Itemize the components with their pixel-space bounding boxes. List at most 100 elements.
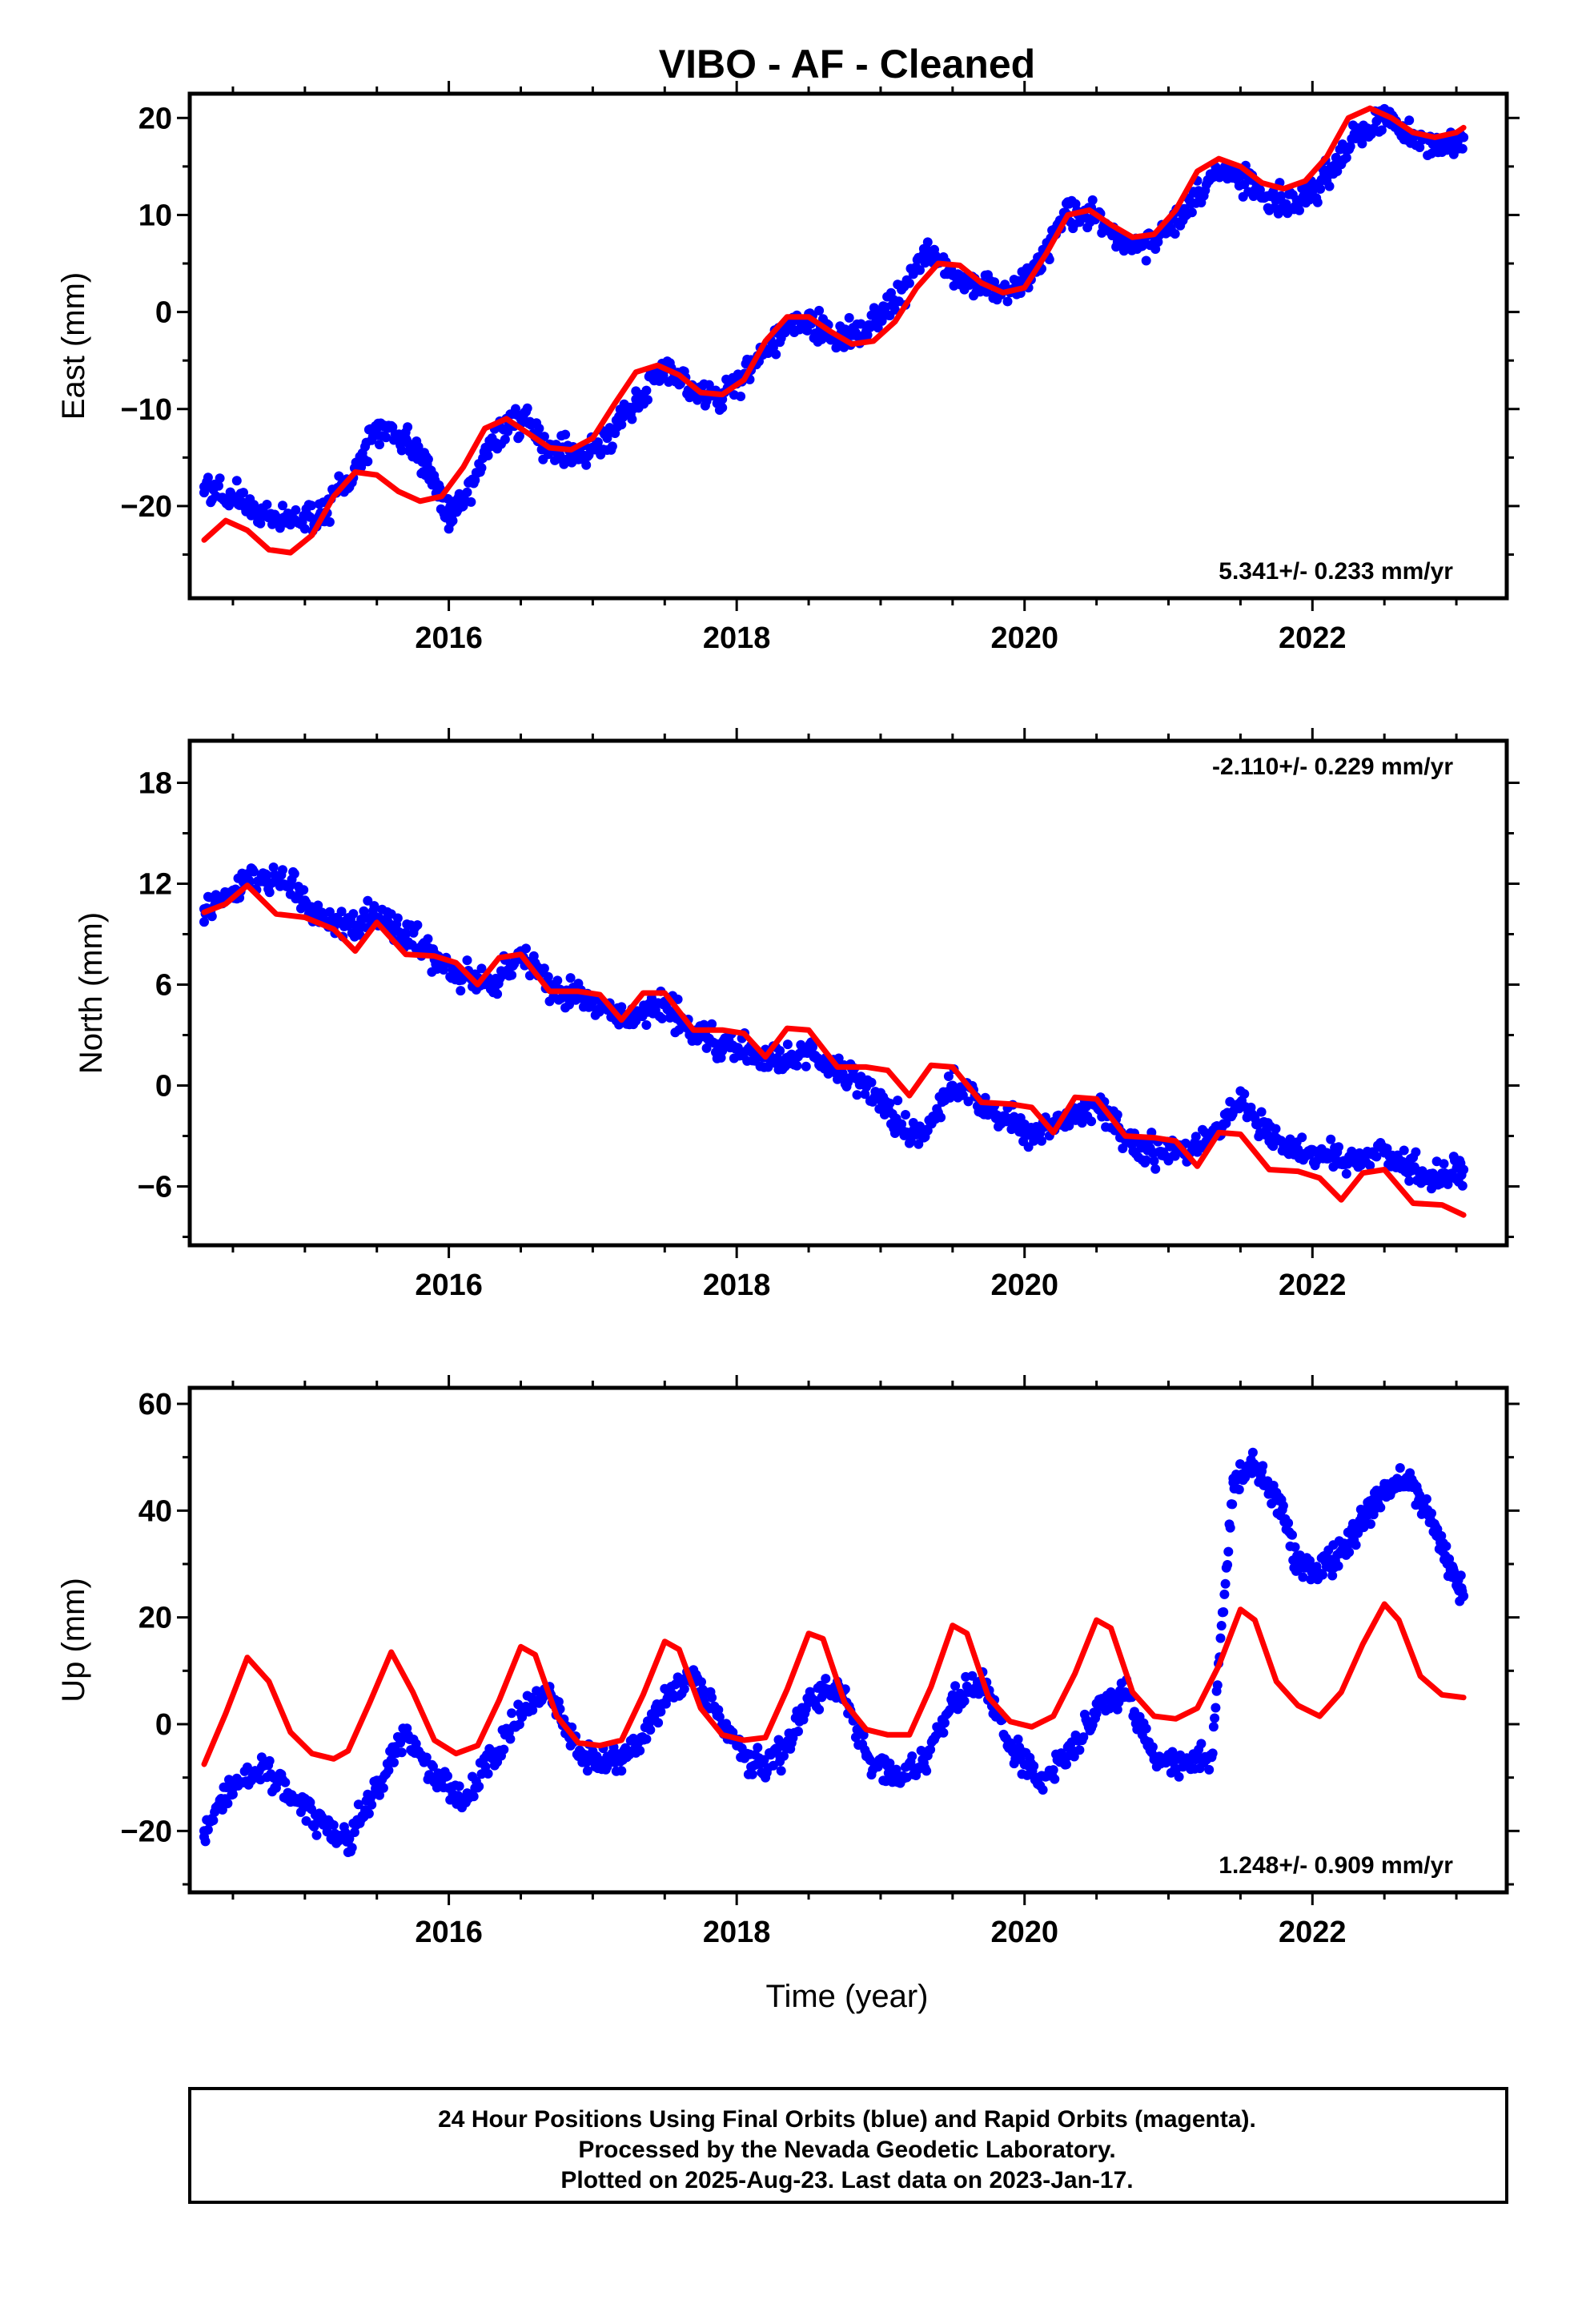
data-point: [775, 1055, 785, 1065]
y-tick-label: 0: [155, 1708, 172, 1742]
data-point: [1345, 141, 1355, 151]
data-point: [539, 432, 549, 442]
data-point: [1336, 1548, 1347, 1558]
data-point: [699, 1019, 709, 1030]
data-point: [643, 395, 652, 405]
data-point: [858, 1730, 869, 1740]
data-point: [1147, 1742, 1158, 1752]
data-point: [631, 1013, 641, 1023]
data-point: [255, 518, 266, 529]
data-point: [1351, 1156, 1361, 1166]
data-point: [1002, 296, 1013, 307]
x-tick-label: 2018: [703, 1269, 771, 1302]
data-point: [348, 909, 359, 919]
data-point: [947, 268, 958, 279]
data-point: [926, 1744, 936, 1755]
y-tick-label: 40: [139, 1494, 172, 1528]
data-point: [856, 319, 866, 329]
data-point: [1141, 1155, 1151, 1165]
data-point: [313, 900, 323, 911]
data-point: [1219, 1589, 1230, 1599]
x-tick-label: 2022: [1279, 1916, 1347, 1949]
y-tick-label: 20: [139, 1602, 172, 1635]
data-point: [1091, 1708, 1102, 1719]
data-point: [631, 1740, 641, 1751]
rate-annotation: 5.341+/- 0.233 mm/yr: [1219, 558, 1453, 585]
data-point: [1038, 1785, 1048, 1795]
x-tick-label: 2016: [415, 621, 483, 655]
data-point: [1332, 166, 1343, 176]
data-point: [717, 1719, 728, 1729]
data-point: [1401, 1474, 1411, 1484]
data-point: [1078, 1732, 1089, 1743]
x-tick-label: 2022: [1279, 621, 1347, 655]
y-tick-label: 18: [139, 767, 172, 801]
x-tick-label: 2022: [1279, 1269, 1347, 1302]
data-point: [1441, 1541, 1452, 1551]
x-tick-label: 2018: [703, 1916, 771, 1949]
data-point: [289, 869, 299, 879]
data-point: [801, 1061, 811, 1072]
data-point: [616, 1766, 627, 1776]
data-point: [353, 1799, 363, 1810]
data-point: [367, 1799, 377, 1810]
plot-area: [199, 103, 1469, 556]
data-point: [1322, 171, 1332, 181]
data-point: [423, 934, 433, 944]
data-point: [456, 986, 466, 996]
data-point: [746, 1047, 757, 1057]
y-tick-label: −20: [121, 490, 172, 524]
data-point: [200, 1836, 211, 1847]
data-point: [641, 1734, 652, 1744]
y-tick-label: 0: [155, 296, 172, 330]
data-point: [657, 1013, 667, 1023]
data-point: [1271, 1124, 1281, 1134]
plot-frame: [187, 1385, 1509, 1895]
data-point: [1178, 210, 1188, 220]
data-point: [381, 432, 391, 443]
data-point: [833, 1053, 844, 1063]
plot-area: [199, 1447, 1469, 1857]
data-point: [514, 1719, 524, 1730]
data-point: [1408, 1164, 1419, 1175]
data-point: [507, 970, 517, 980]
data-point: [947, 1080, 958, 1091]
data-point: [891, 1764, 901, 1775]
data-point: [396, 1747, 407, 1758]
data-point: [1149, 1156, 1159, 1166]
data-point: [581, 460, 592, 470]
data-point: [736, 392, 746, 401]
data-point: [1215, 1633, 1226, 1643]
data-point: [1211, 1703, 1221, 1713]
data-point: [1298, 1572, 1308, 1582]
data-point: [963, 1096, 974, 1107]
data-point: [889, 304, 900, 315]
data-point: [1149, 239, 1159, 249]
x-tick-label: 2020: [990, 1269, 1058, 1302]
data-point: [487, 979, 497, 990]
data-point: [893, 1096, 903, 1106]
data-point: [199, 917, 209, 927]
panel-1: 2016 2018 2020 2022 −6 0 6 12 18 North (mm) -2.110…: [74, 728, 1520, 1302]
data-point: [747, 1769, 757, 1779]
x-axis-label: Time (year): [766, 1979, 929, 2014]
data-point: [462, 487, 472, 497]
data-point: [1196, 1739, 1207, 1749]
data-point: [207, 911, 217, 922]
data-point: [707, 1019, 717, 1029]
data-point: [776, 1766, 786, 1776]
data-point: [1459, 1164, 1469, 1175]
panel-0: 2016 2018 2020 2022 −20 −10 0 10 20 East (mm) 5.34…: [56, 81, 1520, 655]
data-point: [203, 472, 213, 483]
data-point: [392, 913, 403, 923]
data-point: [1315, 184, 1326, 194]
data-point: [885, 1098, 895, 1108]
data-point: [423, 454, 433, 464]
data-point: [443, 1771, 452, 1781]
data-point: [458, 501, 468, 511]
data-point: [383, 1765, 394, 1775]
data-point: [1421, 1494, 1431, 1504]
data-point: [1334, 1142, 1343, 1152]
x-tick-label: 2016: [415, 1269, 483, 1302]
